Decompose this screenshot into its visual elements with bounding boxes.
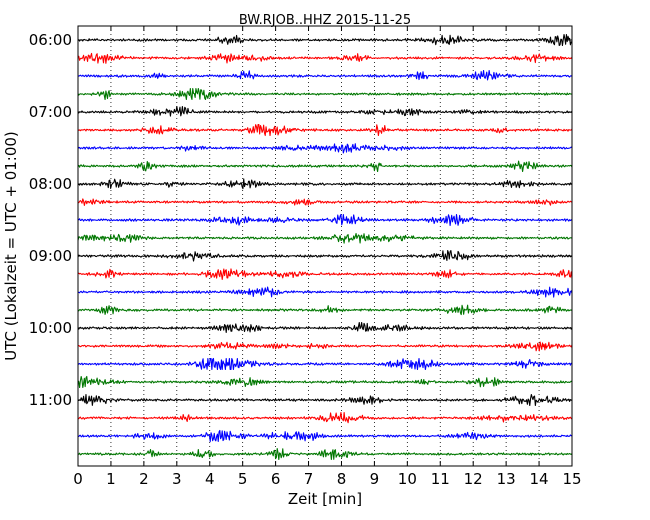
x-tick-label: 10: [398, 470, 417, 488]
plot-frame: [77, 25, 573, 467]
seismogram-trace: [77, 411, 573, 424]
seismogram-trace: [77, 52, 573, 64]
x-tick-label: 14: [530, 470, 549, 488]
x-tick-label: 3: [172, 470, 182, 488]
seismogram-trace: [77, 87, 573, 101]
seismogram-trace: [77, 198, 573, 206]
seismogram-trace: [77, 429, 573, 443]
x-tick-label: 8: [337, 470, 347, 488]
y-tick-label: 11:00: [29, 391, 72, 409]
x-axis-label: Zeit [min]: [288, 490, 362, 508]
x-tick-label: 12: [464, 470, 483, 488]
y-tick-label: 08:00: [29, 175, 72, 193]
seismogram-trace: [77, 341, 573, 352]
seismogram-trace: [77, 123, 573, 137]
seismogram-trace: [77, 69, 573, 81]
seismogram-trace: [77, 357, 573, 371]
x-tick-label: 2: [139, 470, 149, 488]
chart-title: BW.RJOB..HHZ 2015-11-25: [239, 13, 411, 28]
seismogram-trace: [77, 232, 573, 244]
y-tick-label: 06:00: [29, 31, 72, 49]
seismogram-trace: [77, 268, 573, 281]
y-axis-label: UTC (Lokalzeit = UTC + 01:00): [2, 131, 20, 361]
seismogram-trace: [77, 393, 573, 407]
seismogram-trace: [77, 105, 573, 117]
minute-grid: [110, 26, 540, 466]
x-tick-label: 7: [304, 470, 314, 488]
seismogram-trace: [77, 143, 573, 154]
y-tick-label: 09:00: [29, 247, 72, 265]
x-tick-label: 9: [370, 470, 380, 488]
x-tick-label: 15: [562, 470, 581, 488]
seismogram-trace: [77, 249, 573, 262]
x-tick-label: 1: [106, 470, 116, 488]
y-tick-label: 07:00: [29, 103, 72, 121]
x-tick-label: 4: [205, 470, 215, 488]
seismogram-trace: [77, 448, 573, 461]
x-tick-label: 11: [431, 470, 450, 488]
seismogram-trace: [77, 375, 573, 389]
seismogram-trace: [77, 213, 573, 227]
seismogram-trace: [77, 160, 573, 173]
y-tick-label: 10:00: [29, 319, 72, 337]
seismogram-trace: [77, 178, 573, 190]
axis-ticks: 0 1 2 3 4 5 6 7 8 9 10 11 12 13 14 1506:0007:0008:0009:…: [29, 26, 582, 488]
seismogram-trace: [77, 286, 573, 298]
seismogram-trace: [77, 321, 573, 334]
x-tick-label: 13: [497, 470, 516, 488]
x-tick-label: 5: [238, 470, 248, 488]
trace-group: [77, 33, 573, 461]
seismogram-trace: [77, 33, 573, 47]
seismogram-trace: [77, 304, 573, 316]
x-tick-label: 6: [271, 470, 281, 488]
x-tick-label: 0: [73, 470, 83, 488]
